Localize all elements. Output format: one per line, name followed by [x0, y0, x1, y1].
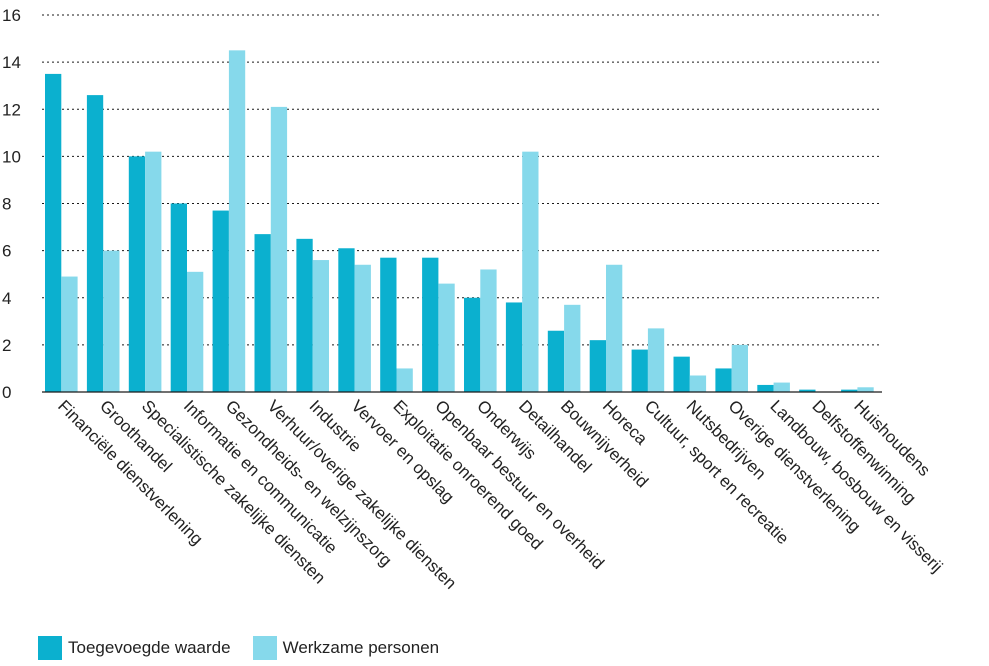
bar-toegevoegde-waarde	[631, 349, 648, 392]
bar-toegevoegde-waarde	[505, 302, 523, 392]
y-tick-label: 8	[2, 195, 11, 214]
x-tick-label: Landbouw, bosbouw en visserij	[766, 396, 946, 576]
bar-werkzame-personen	[606, 264, 623, 392]
bar-toegevoegde-waarde	[380, 257, 397, 392]
bar-toegevoegde-waarde	[547, 330, 565, 392]
bar-werkzame-personen	[187, 271, 204, 392]
bar-werkzame-personen	[480, 269, 497, 392]
legend-item-series-2: Werkzame personen	[252, 636, 440, 660]
bar-werkzame-personen	[61, 276, 78, 392]
legend-item-series-1: Toegevoegde waarde	[38, 636, 231, 660]
y-tick-label: 12	[2, 100, 21, 119]
bar-toegevoegde-waarde	[212, 210, 229, 392]
legend-swatch-series-2	[252, 636, 277, 660]
bar-werkzame-personen	[312, 260, 329, 392]
bar-werkzame-personen	[103, 250, 120, 392]
bar-werkzame-personen	[564, 304, 581, 392]
legend: Toegevoegde waarde Werkzame personen	[38, 636, 461, 660]
bar-werkzame-personen	[857, 387, 874, 392]
y-tick-label: 16	[2, 6, 21, 25]
bar-toegevoegde-waarde	[757, 384, 774, 392]
bar-toegevoegde-waarde	[338, 248, 355, 392]
bar-toegevoegde-waarde	[422, 257, 439, 392]
bar-toegevoegde-waarde	[673, 356, 690, 392]
legend-label-series-2: Werkzame personen	[282, 638, 440, 657]
y-tick-label: 2	[2, 336, 11, 355]
bar-toegevoegde-waarde	[254, 234, 271, 392]
bar-werkzame-personen	[270, 106, 288, 393]
bar-toegevoegde-waarde	[170, 203, 187, 392]
bar-werkzame-personen	[396, 368, 413, 392]
bar-toegevoegde-waarde	[128, 156, 146, 392]
bar-werkzame-personen	[228, 50, 246, 392]
bar-werkzame-personen	[522, 151, 539, 392]
bar-werkzame-personen	[689, 375, 707, 392]
bar-werkzame-personen	[145, 151, 162, 392]
bar-werkzame-personen	[773, 382, 790, 392]
bar-werkzame-personen	[354, 264, 371, 392]
legend-label-series-1: Toegevoegde waarde	[68, 638, 231, 657]
bar-toegevoegde-waarde	[464, 297, 481, 392]
bar-werkzame-personen	[731, 344, 748, 392]
bar-toegevoegde-waarde	[45, 73, 62, 392]
y-tick-label: 10	[2, 147, 21, 166]
bar-toegevoegde-waarde	[799, 389, 816, 392]
bar-werkzame-personen	[647, 328, 665, 392]
bar-toegevoegde-waarde	[841, 389, 858, 392]
bar-werkzame-personen	[438, 283, 455, 392]
y-tick-label: 14	[2, 53, 21, 72]
bar-toegevoegde-waarde	[715, 368, 732, 392]
bar-toegevoegde-waarde	[296, 238, 313, 392]
y-tick-label: 6	[2, 242, 11, 261]
y-tick-label: 4	[2, 289, 11, 308]
bar-toegevoegde-waarde	[589, 340, 606, 392]
bar-toegevoegde-waarde	[86, 95, 104, 393]
legend-swatch-series-1	[38, 636, 62, 660]
y-tick-label: 0	[2, 383, 11, 402]
